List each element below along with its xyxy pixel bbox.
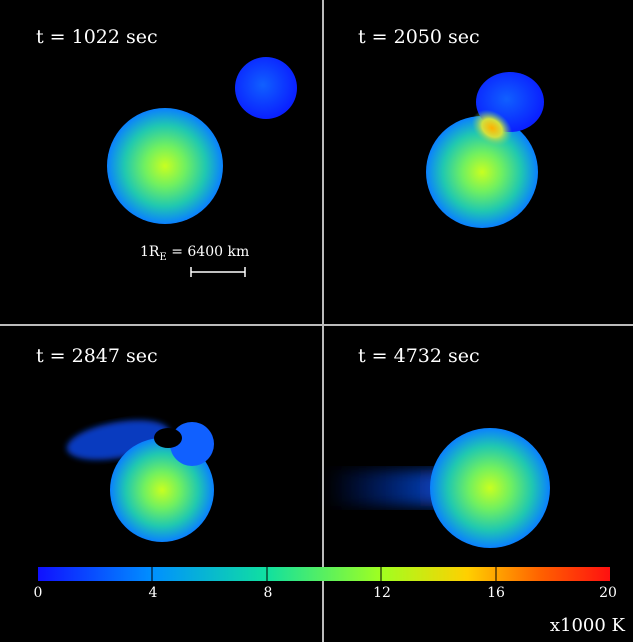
colorbar-ticks bbox=[151, 567, 497, 581]
panel3-notch bbox=[154, 428, 182, 448]
scale-bar-label: 1RE = 6400 km bbox=[140, 244, 250, 263]
panel2-time-label: t = 2050 sec bbox=[358, 26, 480, 48]
colorbar-tick-16: 16 bbox=[487, 585, 505, 601]
panel1-target-body bbox=[107, 108, 223, 224]
colorbar-unit-label: x1000 K bbox=[549, 615, 625, 636]
scale-bar bbox=[190, 267, 246, 277]
colorbar-tick-12: 12 bbox=[373, 585, 391, 601]
colorbar-tick-20: 20 bbox=[599, 585, 617, 601]
colorbar-tick-0: 0 bbox=[33, 585, 43, 601]
panel4-merged-body bbox=[430, 428, 550, 548]
panel1-time-label: t = 1022 sec bbox=[36, 26, 158, 48]
colorbar-tick-4: 4 bbox=[148, 585, 158, 601]
panel3-time-label: t = 2847 sec bbox=[36, 345, 158, 367]
panel3-impactor-remnant bbox=[170, 422, 214, 466]
panel2-target-body bbox=[426, 116, 538, 228]
colorbar bbox=[38, 567, 610, 581]
panel4-time-label: t = 4732 sec bbox=[358, 345, 480, 367]
panel2-contact-hotspot bbox=[471, 109, 513, 147]
colorbar-tick-8: 8 bbox=[263, 585, 273, 601]
panel1-impactor-body bbox=[235, 57, 297, 119]
